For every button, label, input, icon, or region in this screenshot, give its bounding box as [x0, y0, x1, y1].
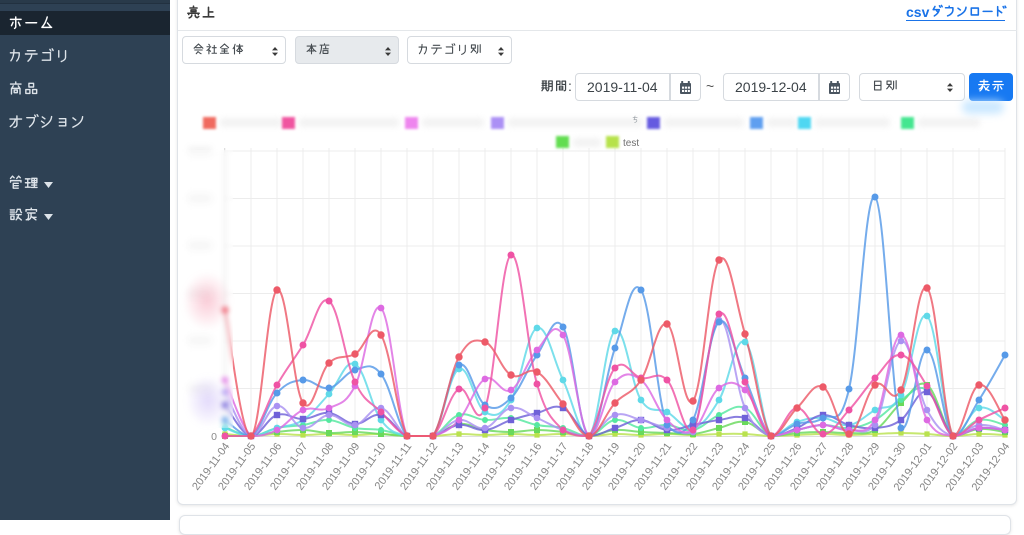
svg-text:0: 0 [211, 431, 217, 443]
